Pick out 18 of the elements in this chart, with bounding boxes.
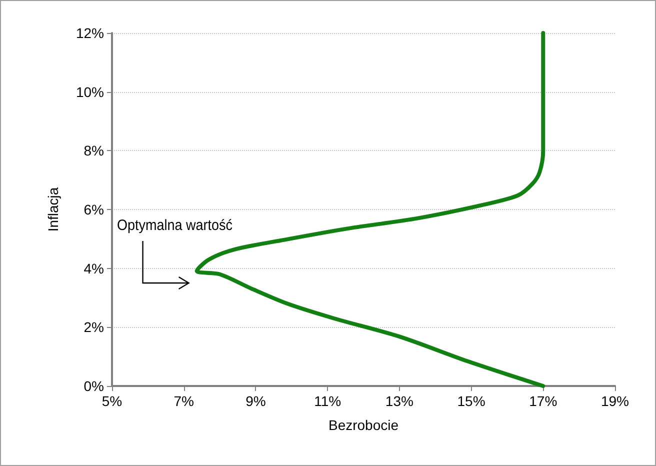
- x-tick-label: 13%: [385, 393, 414, 409]
- y-tick-label: 6%: [84, 202, 104, 218]
- y-tick-label: 12%: [76, 25, 104, 41]
- x-tick-label: 19%: [600, 393, 630, 409]
- y-tick-label: 8%: [84, 142, 104, 159]
- x-axis-title: Bezrobocie: [328, 417, 399, 433]
- annotation: Optymalna wartość: [116, 216, 232, 234]
- y-tick-label: 4%: [84, 260, 104, 276]
- x-tick-label: 5%: [102, 393, 122, 409]
- x-tick-label: 17%: [529, 393, 558, 409]
- y-tick-label: 10%: [76, 84, 104, 100]
- y-tick-label: 2%: [84, 319, 104, 336]
- y-axis-title: Inflacja: [45, 187, 61, 232]
- y-tick-label: 0%: [84, 378, 104, 394]
- x-tick-label: 7%: [174, 393, 194, 409]
- x-tick-label: 11%: [314, 393, 342, 409]
- x-tick-label: 9%: [246, 393, 266, 409]
- x-tick-label: 15%: [457, 393, 486, 409]
